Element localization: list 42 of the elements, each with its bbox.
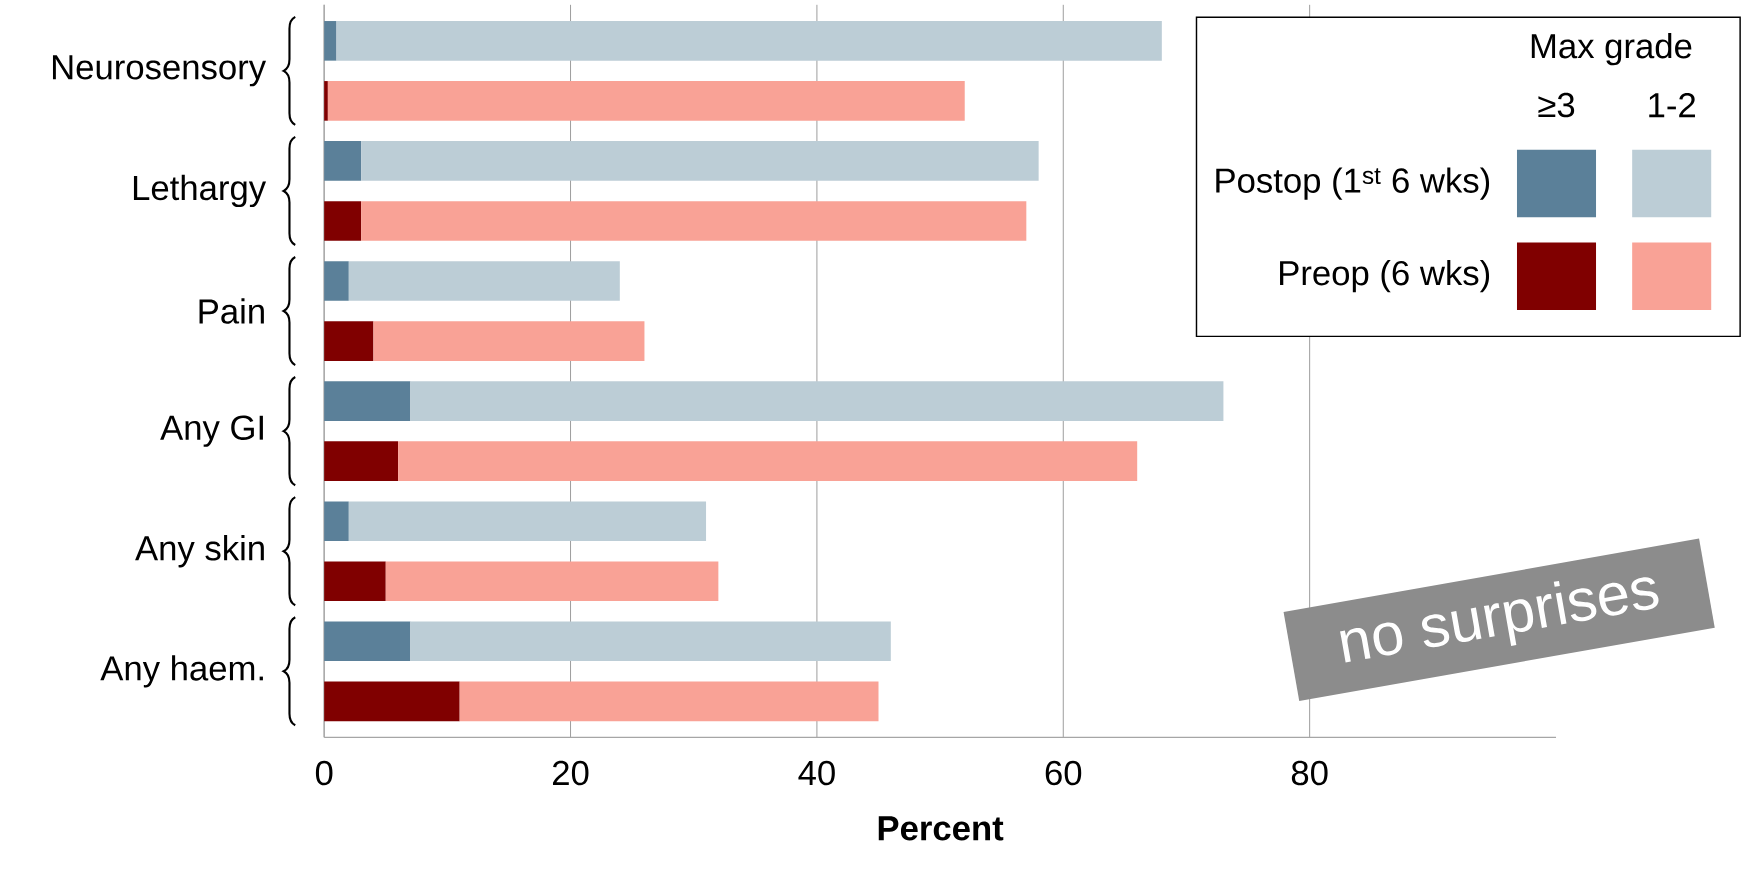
bar <box>324 21 337 61</box>
bar <box>348 261 620 302</box>
y-tick-label: Any GI <box>160 415 263 448</box>
bar <box>324 141 362 181</box>
bar <box>324 621 411 662</box>
bar <box>324 81 328 121</box>
y-tick-label: Neurosensory <box>52 55 267 87</box>
bar <box>324 321 374 362</box>
y-tick-label: Any skin <box>135 535 264 568</box>
annotation: ≥3 <box>1538 92 1575 118</box>
y-tick-label: Lethargy <box>133 174 267 208</box>
x-tick-label: 0 <box>315 760 333 786</box>
text: 1-2 <box>1649 93 1696 118</box>
bar <box>373 321 645 362</box>
bar <box>398 441 1138 482</box>
bar <box>324 381 411 422</box>
bar <box>324 201 362 241</box>
bar <box>336 21 1162 61</box>
bar <box>324 561 386 602</box>
x-tick-label: 60 <box>1045 760 1082 786</box>
x-axis-title: Percent <box>878 816 1004 841</box>
bar <box>324 261 349 302</box>
bar <box>385 561 719 602</box>
bar <box>361 141 1039 181</box>
y-tick-label: Any haem. <box>100 655 263 688</box>
x-tick-label: 80 <box>1291 760 1328 786</box>
legend-label: Postop (1$^{st}$ 6 wks) <box>1216 167 1490 200</box>
bar <box>327 81 965 121</box>
bar <box>361 201 1027 241</box>
bar <box>459 681 879 722</box>
y-tick-label: Pain <box>199 298 264 324</box>
x-tick-label: 40 <box>798 760 835 786</box>
annotation: no surprises <box>1339 577 1659 663</box>
bar <box>410 381 1224 422</box>
bar <box>348 501 707 542</box>
bar <box>324 681 460 722</box>
bar <box>410 621 891 662</box>
legend-title: Max grade <box>1531 33 1692 66</box>
bar <box>324 501 349 542</box>
bar <box>324 441 399 482</box>
legend-label: Preop (6 wks) <box>1280 260 1490 293</box>
x-tick-label: 20 <box>552 760 589 786</box>
